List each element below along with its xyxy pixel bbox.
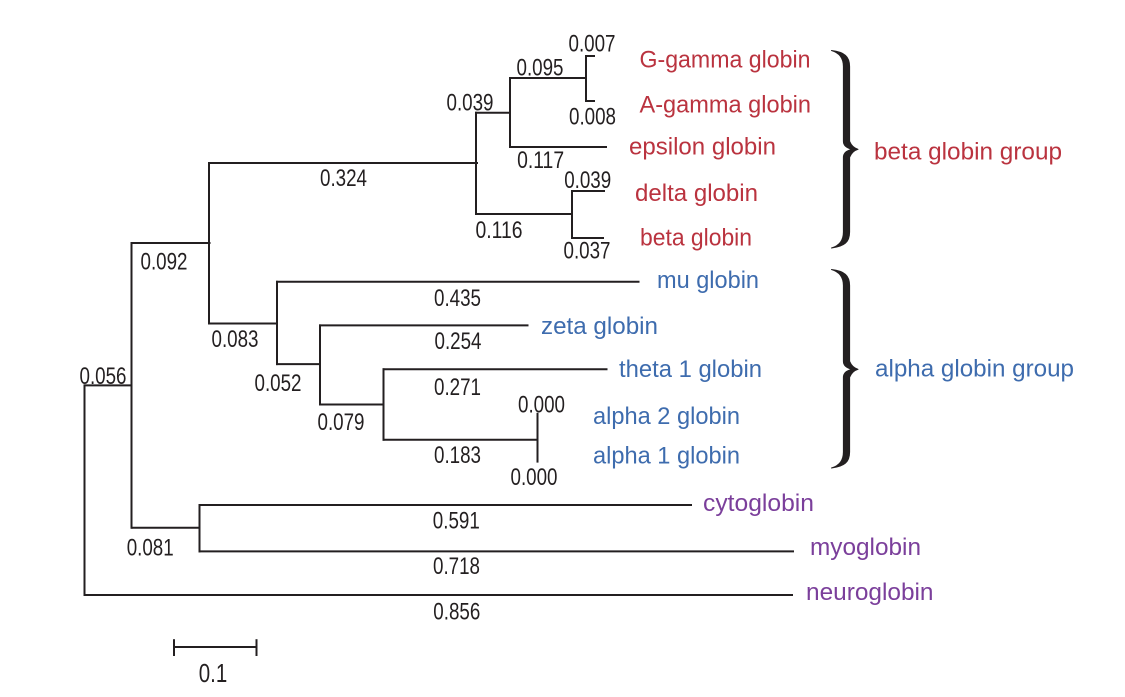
svg-text:0.718: 0.718 bbox=[433, 553, 480, 580]
svg-text:alpha 2 globin: alpha 2 globin bbox=[593, 403, 740, 430]
svg-text:beta globin group: beta globin group bbox=[874, 138, 1062, 165]
svg-text:0.271: 0.271 bbox=[434, 374, 481, 401]
svg-text:alpha globin group: alpha globin group bbox=[875, 355, 1074, 382]
svg-text:G-gamma globin: G-gamma globin bbox=[640, 46, 811, 73]
svg-text:0.117: 0.117 bbox=[517, 147, 564, 174]
svg-text:0.183: 0.183 bbox=[434, 442, 481, 469]
svg-text:epsilon globin: epsilon globin bbox=[629, 133, 776, 160]
svg-text:0.039: 0.039 bbox=[564, 167, 611, 194]
svg-text:0.095: 0.095 bbox=[517, 55, 564, 82]
svg-text:0.000: 0.000 bbox=[511, 464, 558, 491]
svg-text:cytoglobin: cytoglobin bbox=[703, 490, 814, 517]
svg-text:0.591: 0.591 bbox=[433, 507, 480, 534]
svg-text:0.008: 0.008 bbox=[569, 104, 616, 131]
svg-text:theta 1 globin: theta 1 globin bbox=[619, 356, 762, 383]
svg-text:0.079: 0.079 bbox=[318, 409, 365, 436]
svg-text:0.856: 0.856 bbox=[433, 599, 480, 626]
svg-text:neuroglobin: neuroglobin bbox=[806, 579, 934, 606]
svg-text:0.083: 0.083 bbox=[212, 326, 259, 353]
svg-text:0.037: 0.037 bbox=[564, 238, 611, 265]
svg-text:mu globin: mu globin bbox=[657, 267, 759, 294]
svg-text:beta globin: beta globin bbox=[640, 224, 752, 251]
svg-text:0.052: 0.052 bbox=[255, 370, 302, 397]
svg-text:0.081: 0.081 bbox=[127, 535, 174, 562]
svg-text:0.000: 0.000 bbox=[518, 392, 565, 419]
svg-text:alpha 1 globin: alpha 1 globin bbox=[593, 443, 740, 470]
svg-text:zeta globin: zeta globin bbox=[541, 313, 658, 340]
svg-text:0.324: 0.324 bbox=[320, 165, 367, 192]
svg-text:0.056: 0.056 bbox=[80, 363, 127, 390]
svg-text:0.116: 0.116 bbox=[476, 217, 523, 244]
svg-text:myoglobin: myoglobin bbox=[810, 534, 921, 561]
svg-text:0.435: 0.435 bbox=[434, 285, 481, 312]
svg-text:0.1: 0.1 bbox=[199, 658, 228, 688]
svg-text:0.092: 0.092 bbox=[141, 249, 188, 276]
svg-text:delta globin: delta globin bbox=[635, 180, 758, 207]
svg-text:A-gamma globin: A-gamma globin bbox=[640, 91, 812, 118]
svg-text:0.007: 0.007 bbox=[569, 31, 616, 58]
svg-text:0.254: 0.254 bbox=[435, 328, 482, 355]
svg-text:0.039: 0.039 bbox=[447, 89, 494, 116]
